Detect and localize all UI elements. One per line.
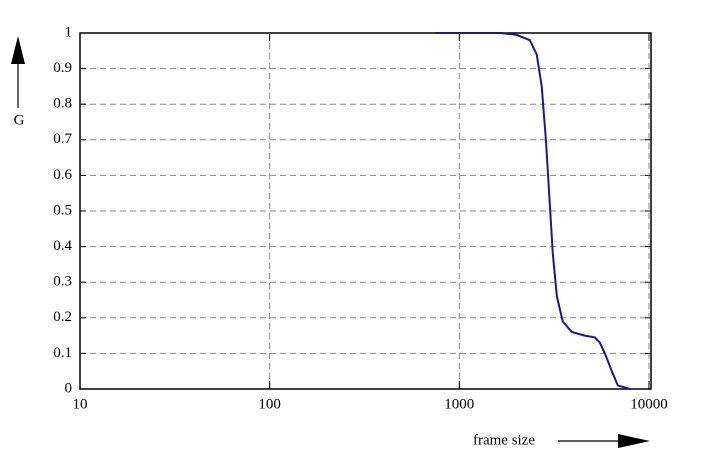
data-line [435, 32, 631, 390]
y-tick-label: 0.5 [53, 202, 72, 218]
x-tick-label: 10 [73, 396, 88, 412]
x-tick-label: 10000 [630, 396, 668, 412]
y-tick-label: 0.3 [53, 274, 72, 290]
y-tick-label: 0.2 [53, 309, 72, 325]
y-tick-label: 0.1 [53, 345, 72, 361]
x-arrow-head [618, 434, 650, 448]
y-tick-label: 0.4 [53, 238, 72, 254]
y-tick-label: 0.6 [53, 167, 72, 183]
y-arrow-head [11, 36, 25, 64]
y-tick-label: 0.9 [53, 60, 72, 76]
y-tick-label: 0 [65, 380, 73, 396]
x-tick-label: 1000 [444, 396, 474, 412]
x-axis-label: frame size [473, 432, 535, 448]
x-tick-label: 100 [258, 396, 281, 412]
y-axis-label: G [14, 112, 25, 128]
y-tick-label: 0.8 [53, 96, 72, 112]
y-tick-label: 0.7 [53, 131, 72, 147]
y-tick-label: 1 [65, 24, 73, 40]
